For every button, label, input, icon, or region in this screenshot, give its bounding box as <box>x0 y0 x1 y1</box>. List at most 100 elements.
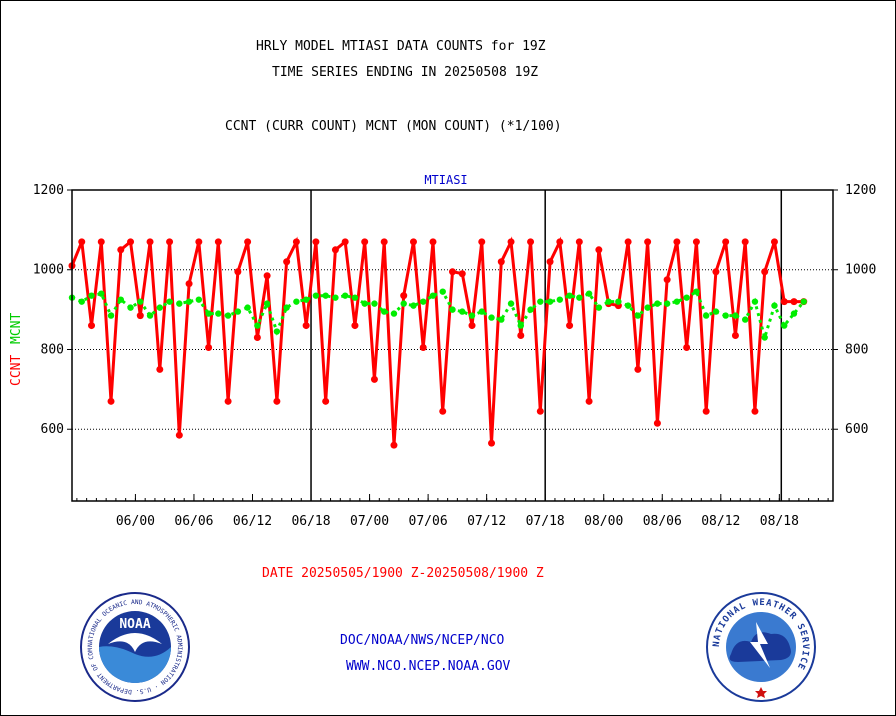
data-point-mcnt <box>546 298 554 305</box>
data-point-ccnt <box>458 270 466 278</box>
data-point-mcnt <box>761 334 768 341</box>
data-point-mcnt <box>400 300 407 307</box>
data-point-mcnt <box>263 300 271 307</box>
data-point-mcnt <box>429 292 437 299</box>
x-tick-label: 08/12 <box>701 514 740 529</box>
y-axis-label: CCNT MCNT <box>9 313 24 386</box>
data-point-ccnt <box>780 298 788 306</box>
data-point-mcnt <box>166 298 173 305</box>
data-point-mcnt <box>302 296 310 303</box>
data-point-mcnt <box>351 294 359 301</box>
y-axis-label-ccnt: CCNT <box>9 355 24 386</box>
data-point-mcnt <box>585 290 593 297</box>
data-point-mcnt <box>800 298 807 305</box>
noaa-logo-text: NOAA <box>119 617 150 632</box>
data-point-ccnt <box>322 397 330 405</box>
data-point-ccnt <box>166 238 174 246</box>
data-point-ccnt <box>468 322 476 330</box>
y-tick-label-right: 1200 <box>845 183 876 198</box>
y-tick-label-left: 1200 <box>33 183 64 198</box>
data-point-mcnt <box>390 310 398 317</box>
data-point-mcnt <box>195 296 203 303</box>
data-point-mcnt <box>527 306 534 313</box>
data-point-ccnt <box>790 298 798 306</box>
data-point-mcnt <box>644 304 651 311</box>
data-point-mcnt <box>624 302 632 309</box>
data-point-ccnt <box>507 238 515 246</box>
data-point-mcnt <box>693 288 700 295</box>
data-point-mcnt <box>420 298 427 305</box>
org-link[interactable]: DOC/NOAA/NWS/NCEP/NCO <box>340 633 505 648</box>
data-point-mcnt <box>234 308 242 315</box>
y-axis-label-mcnt: MCNT <box>9 313 24 344</box>
data-point-ccnt <box>146 238 154 246</box>
data-point-ccnt <box>517 332 525 340</box>
data-point-ccnt <box>185 280 193 288</box>
x-tick-label: 06/00 <box>116 514 155 529</box>
x-tick-label: 06/06 <box>174 514 213 529</box>
data-point-ccnt <box>722 238 730 246</box>
data-point-mcnt <box>341 292 349 299</box>
data-point-ccnt <box>497 258 505 266</box>
data-point-mcnt <box>98 290 105 297</box>
data-point-mcnt <box>478 308 485 315</box>
date-range-label: DATE 20250505/1900 Z-20250508/1900 Z <box>262 566 544 581</box>
data-point-mcnt <box>712 308 720 315</box>
x-tick-label: 08/18 <box>760 514 799 529</box>
data-point-ccnt <box>351 322 359 330</box>
data-point-mcnt <box>215 310 222 317</box>
data-point-ccnt <box>331 246 339 254</box>
x-tick-label: 08/00 <box>584 514 623 529</box>
data-point-mcnt <box>771 302 778 309</box>
data-point-mcnt <box>566 292 573 299</box>
x-tick-label: 06/18 <box>291 514 330 529</box>
data-point-mcnt <box>605 298 612 305</box>
data-point-mcnt <box>702 312 710 319</box>
data-point-mcnt <box>488 314 495 321</box>
data-point-ccnt <box>263 272 271 280</box>
series-line-mcnt <box>71 289 805 343</box>
x-tick-label: 07/18 <box>526 514 565 529</box>
x-tick-label: 07/00 <box>350 514 389 529</box>
data-point-ccnt <box>624 238 632 246</box>
data-point-ccnt <box>712 268 720 276</box>
data-point-mcnt <box>634 312 642 319</box>
data-point-mcnt <box>615 298 622 305</box>
data-point-ccnt <box>195 238 203 246</box>
data-point-mcnt <box>654 300 661 307</box>
data-point-ccnt <box>97 238 105 246</box>
data-point-ccnt <box>107 397 115 405</box>
plot-area-border <box>71 189 834 502</box>
noaa-logo: NOAA NATIONAL OCEANIC AND ATMOSPHERIC AD… <box>80 592 190 702</box>
data-point-ccnt <box>117 246 125 254</box>
x-tick-label: 08/06 <box>643 514 682 529</box>
data-point-mcnt <box>312 292 320 299</box>
data-point-mcnt <box>517 322 524 329</box>
nws-logo: NATIONAL WEATHER SERVICE <box>706 592 816 702</box>
x-tick-label: 07/06 <box>409 514 448 529</box>
data-point-ccnt <box>88 322 96 330</box>
data-point-ccnt <box>634 365 642 373</box>
page-subtitle: CCNT (CURR COUNT) MCNT (MON COUNT) (*1/1… <box>225 119 562 134</box>
data-point-mcnt <box>137 298 144 305</box>
data-point-ccnt <box>224 397 232 405</box>
data-point-mcnt <box>537 298 544 305</box>
data-point-mcnt <box>722 312 729 319</box>
data-point-mcnt <box>205 310 212 317</box>
data-point-mcnt <box>410 302 417 309</box>
y-tick-label-left: 800 <box>41 342 64 357</box>
data-point-ccnt <box>400 292 408 300</box>
series-line-ccnt <box>70 236 804 446</box>
data-point-ccnt <box>273 397 281 405</box>
website-link[interactable]: WWW.NCO.NCEP.NOAA.GOV <box>346 659 511 674</box>
data-point-mcnt <box>107 312 115 319</box>
data-point-mcnt <box>449 306 456 313</box>
data-point-ccnt <box>302 322 310 330</box>
data-point-ccnt <box>175 431 183 439</box>
data-point-ccnt <box>234 268 242 276</box>
x-tick-label: 07/12 <box>467 514 506 529</box>
data-point-ccnt <box>449 268 456 276</box>
data-point-mcnt <box>663 300 671 307</box>
data-point-ccnt <box>244 238 252 246</box>
data-point-mcnt <box>293 298 300 305</box>
